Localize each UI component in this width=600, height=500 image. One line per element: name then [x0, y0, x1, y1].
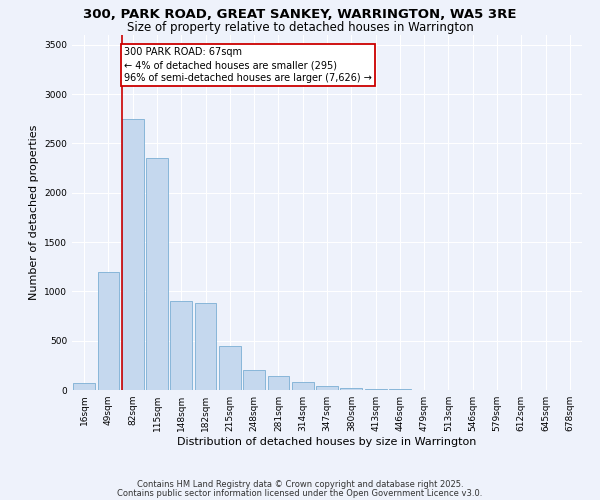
Bar — [194, 303, 217, 390]
Text: Contains HM Land Registry data © Crown copyright and database right 2025.: Contains HM Land Registry data © Crown c… — [137, 480, 463, 489]
Bar — [316, 386, 338, 390]
Bar — [340, 388, 362, 390]
Text: 300, PARK ROAD, GREAT SANKEY, WARRINGTON, WA5 3RE: 300, PARK ROAD, GREAT SANKEY, WARRINGTON… — [83, 8, 517, 20]
Bar — [170, 301, 192, 390]
Text: Size of property relative to detached houses in Warrington: Size of property relative to detached ho… — [127, 21, 473, 34]
Text: 300 PARK ROAD: 67sqm
← 4% of detached houses are smaller (295)
96% of semi-detac: 300 PARK ROAD: 67sqm ← 4% of detached ho… — [124, 47, 371, 83]
Bar — [73, 382, 95, 390]
Bar — [97, 272, 119, 390]
X-axis label: Distribution of detached houses by size in Warrington: Distribution of detached houses by size … — [178, 437, 476, 447]
Bar — [365, 389, 386, 390]
Bar — [243, 370, 265, 390]
Text: Contains public sector information licensed under the Open Government Licence v3: Contains public sector information licen… — [118, 488, 482, 498]
Bar — [292, 382, 314, 390]
Bar — [146, 158, 168, 390]
Y-axis label: Number of detached properties: Number of detached properties — [29, 125, 38, 300]
Bar — [122, 119, 143, 390]
Bar — [219, 346, 241, 390]
Bar — [268, 376, 289, 390]
Bar — [389, 389, 411, 390]
